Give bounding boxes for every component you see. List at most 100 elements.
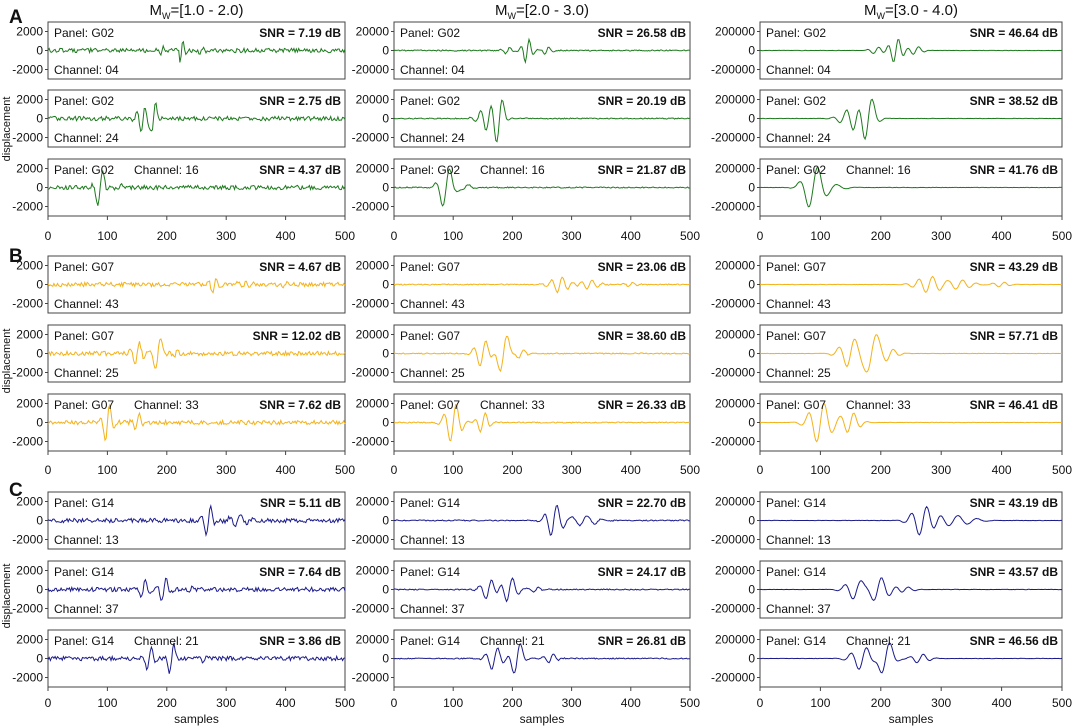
subplot: -20000 0 20000 Panel: G02 Channel: 04 SNR = 2…	[352, 21, 691, 80]
channel-label: Channel: 16	[846, 163, 911, 177]
y-tick-label: -200000	[711, 366, 755, 380]
y-axis-label: displacement	[1, 97, 13, 162]
waveform-line	[47, 278, 346, 294]
x-tick-label: 500	[1052, 229, 1072, 243]
x-tick-label: 200	[502, 229, 522, 243]
y-tick-label: 200000	[715, 259, 755, 273]
column-title-range: =[2.0 - 3.0)	[516, 2, 589, 19]
x-tick-label: 0	[391, 463, 398, 477]
channel-label: Channel: 24	[400, 131, 465, 145]
y-tick-label: 0	[36, 416, 43, 430]
y-tick-label: -20000	[352, 366, 390, 380]
y-tick-label: 200000	[715, 25, 755, 39]
snr-label: SNR = 24.17 dB	[598, 565, 687, 579]
y-tick-label: 20000	[356, 633, 390, 647]
x-tick-label: 200	[502, 463, 522, 477]
x-tick-label: 0	[757, 696, 764, 710]
channel-label: Channel: 04	[54, 63, 119, 77]
x-tick-label: 400	[621, 229, 641, 243]
subplot: -20000 0 20000 Panel: G02 Channel: 16 SNR = 2…	[352, 158, 700, 243]
subplot: -20000 0 20000 Panel: G07 Channel: 25 SNR = 3…	[352, 324, 691, 383]
x-axis-label: samples	[174, 712, 219, 726]
x-tick-label: 100	[443, 229, 463, 243]
x-tick-label: 100	[810, 229, 830, 243]
channel-label: Channel: 04	[766, 63, 831, 77]
panel-label: Panel: G02	[400, 26, 460, 40]
x-axis-label: samples	[520, 712, 565, 726]
channel-label: Channel: 13	[766, 533, 831, 547]
y-tick-label: 0	[382, 112, 389, 126]
x-tick-label: 500	[680, 463, 700, 477]
y-axis-label: displacement	[1, 329, 13, 394]
waveform-line	[760, 275, 1063, 293]
y-tick-label: 2000	[16, 564, 43, 578]
subplot: -2000 0 2000 Panel: G07 Channel: 25 SNR = 12.…	[12, 324, 346, 383]
waveform-line	[393, 168, 691, 207]
channel-label: Channel: 43	[766, 297, 831, 311]
x-tick-label: 200	[157, 229, 177, 243]
x-tick-label: 400	[621, 463, 641, 477]
y-tick-label: 200000	[715, 495, 755, 509]
channel-label: Channel: 16	[480, 163, 545, 177]
subplot: -20000 0 20000 Panel: G07 Channel: 43 SNR = 2…	[352, 255, 691, 314]
y-tick-label: 20000	[356, 397, 390, 411]
subplot: -200000 0 200000 Panel: G07 Channel: 43 SNR =…	[711, 255, 1063, 314]
y-tick-label: 0	[382, 514, 389, 528]
snr-label: SNR = 43.19 dB	[970, 496, 1059, 510]
waveform-line	[47, 642, 346, 674]
panel-label: Panel: G02	[400, 94, 460, 108]
y-tick-label: 0	[382, 583, 389, 597]
waveform-line	[759, 334, 1062, 373]
snr-label: SNR = 26.33 dB	[598, 398, 687, 412]
y-tick-label: -20000	[352, 63, 390, 77]
group-label: C	[9, 480, 23, 501]
x-tick-label: 400	[992, 463, 1012, 477]
panel-label: Panel: G02	[766, 94, 826, 108]
panel-label: Panel: G02	[54, 94, 114, 108]
channel-label: Channel: 21	[480, 634, 545, 648]
y-tick-label: 2000	[16, 328, 43, 342]
x-tick-label: 500	[680, 696, 700, 710]
channel-label: Channel: 43	[400, 297, 465, 311]
y-tick-label: 0	[748, 583, 755, 597]
subplot: -200000 0 200000 Panel: G14 Channel: 13 SNR =…	[711, 491, 1063, 550]
y-tick-label: -2000	[12, 671, 43, 685]
y-tick-label: -2000	[12, 366, 43, 380]
waveform-line	[759, 98, 1063, 141]
snr-label: SNR = 23.06 dB	[598, 260, 687, 274]
subplot: -200000 0 200000 Panel: G07 Channel: 25 SNR =…	[711, 324, 1063, 383]
column-title: MW=[3.0 - 4.0)	[864, 2, 958, 21]
y-axis-label: displacement	[1, 564, 13, 629]
column-title: MW=[1.0 - 2.0)	[150, 2, 244, 21]
x-tick-label: 300	[216, 696, 236, 710]
panel-label: Panel: G02	[766, 26, 826, 40]
y-tick-label: -2000	[12, 602, 43, 616]
panel-label: Panel: G14	[766, 634, 826, 648]
x-tick-label: 400	[276, 463, 296, 477]
y-tick-label: -20000	[352, 297, 390, 311]
column-title-range: =[3.0 - 4.0)	[885, 2, 958, 19]
panel-label: Panel: G02	[766, 163, 826, 177]
panel-label: Panel: G14	[400, 496, 460, 510]
panel-label: Panel: G14	[400, 565, 460, 579]
panel-label: Panel: G14	[54, 565, 114, 579]
x-tick-label: 100	[810, 696, 830, 710]
subplot-frame	[47, 629, 346, 688]
snr-label: SNR = 46.41 dB	[970, 398, 1059, 412]
snr-label: SNR = 4.67 dB	[259, 260, 341, 274]
x-tick-label: 100	[810, 463, 830, 477]
y-tick-label: 2000	[16, 25, 43, 39]
panel-label: Panel: G14	[766, 496, 826, 510]
panel-label: Panel: G02	[54, 26, 114, 40]
y-tick-label: 0	[36, 583, 43, 597]
subplot: -2000 0 2000 Panel: G02 Channel: 04 SNR = 7.1…	[12, 21, 346, 80]
x-tick-label: 400	[992, 696, 1012, 710]
y-tick-label: -200000	[711, 435, 755, 449]
y-tick-label: 0	[748, 278, 755, 292]
x-tick-label: 200	[157, 696, 177, 710]
subplot: -2000 0 2000 Panel: G14 Channel: 13 SNR = 5.1…	[12, 491, 346, 550]
channel-label: Channel: 25	[766, 366, 831, 380]
x-axis-label: samples	[889, 712, 934, 726]
y-tick-label: -2000	[12, 533, 43, 547]
